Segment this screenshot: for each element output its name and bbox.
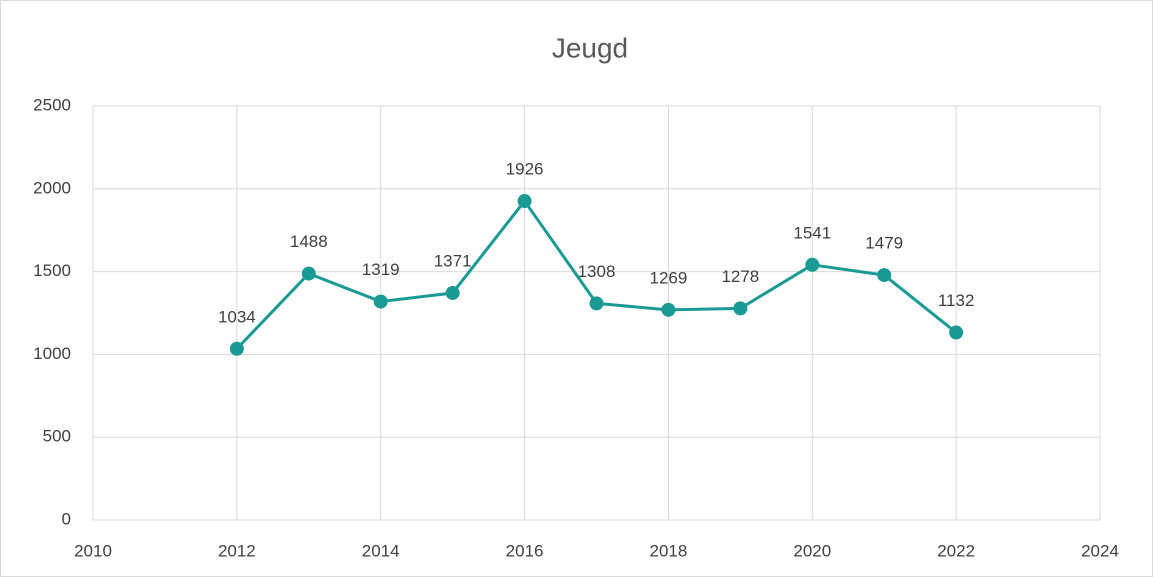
y-tick-label: 2000 [33, 178, 71, 197]
data-label: 1479 [865, 234, 903, 253]
point [661, 302, 676, 317]
x-tick-label: 2014 [362, 541, 400, 560]
point [517, 194, 532, 209]
x-tick-label: 2016 [506, 541, 544, 560]
y-tick-label: 1500 [33, 261, 71, 280]
chart-title: Jeugd [552, 32, 628, 63]
y-tick-label: 500 [43, 427, 71, 446]
data-label: 1926 [506, 160, 544, 179]
x-tick-label: 2010 [74, 541, 112, 560]
point [229, 341, 244, 356]
data-label: 1278 [721, 267, 759, 286]
point [733, 301, 748, 316]
x-tick-label: 2018 [650, 541, 688, 560]
data-label: 1319 [362, 260, 400, 279]
x-tick-label: 2024 [1081, 541, 1119, 560]
point [589, 296, 604, 311]
y-tick-label: 2500 [33, 95, 71, 114]
data-label: 1371 [434, 251, 472, 270]
data-label: 1034 [218, 307, 256, 326]
x-tick-label: 2022 [937, 541, 975, 560]
data-label: 1308 [578, 262, 616, 281]
point [805, 257, 820, 272]
point [949, 325, 964, 340]
data-label: 1488 [290, 232, 328, 251]
y-tick-label: 0 [62, 509, 71, 528]
y-tick-label: 1000 [33, 344, 71, 363]
point [301, 266, 316, 281]
data-label: 1541 [793, 223, 831, 242]
x-tick-label: 2012 [218, 541, 256, 560]
point [877, 268, 892, 283]
point [445, 285, 460, 300]
point [373, 294, 388, 309]
x-tick-label: 2020 [793, 541, 831, 560]
data-label: 1132 [938, 291, 975, 310]
data-label: 1269 [650, 268, 688, 287]
